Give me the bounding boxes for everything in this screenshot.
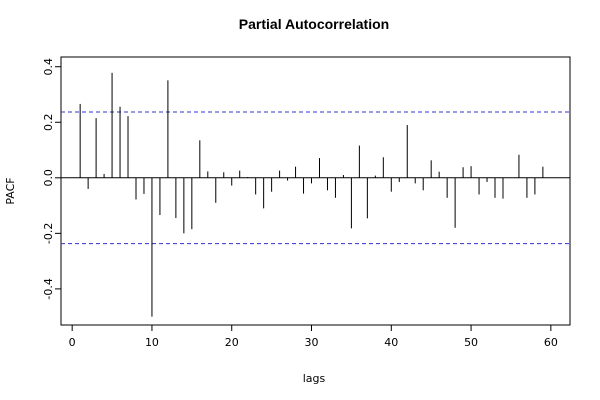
confidence-bounds xyxy=(61,111,570,245)
y-tick-label: -0.4 xyxy=(42,278,55,299)
x-axis-label: lags xyxy=(303,372,326,385)
chart-title: Partial Autocorrelation xyxy=(239,16,389,32)
x-tick-label: 0 xyxy=(69,336,76,349)
y-tick-label: 0.4 xyxy=(42,58,55,76)
x-tick-label: 50 xyxy=(464,336,478,349)
plot-area-border xyxy=(60,56,571,326)
y-tick-label: 0.0 xyxy=(42,169,55,187)
y-tick-label: -0.2 xyxy=(42,223,55,244)
x-tick-label: 10 xyxy=(145,336,159,349)
x-axis: 0 10 20 30 40 50 60 xyxy=(69,325,558,349)
pacf-bars xyxy=(61,72,570,317)
x-tick-label: 30 xyxy=(305,336,319,349)
y-tick-label: 0.2 xyxy=(42,114,55,132)
y-axis-label: PACF xyxy=(4,177,17,204)
x-tick-label: 20 xyxy=(225,336,239,349)
x-tick-label: 60 xyxy=(544,336,558,349)
x-tick-label: 40 xyxy=(384,336,398,349)
y-axis: -0.4 -0.2 0.0 0.2 0.4 xyxy=(42,58,61,300)
